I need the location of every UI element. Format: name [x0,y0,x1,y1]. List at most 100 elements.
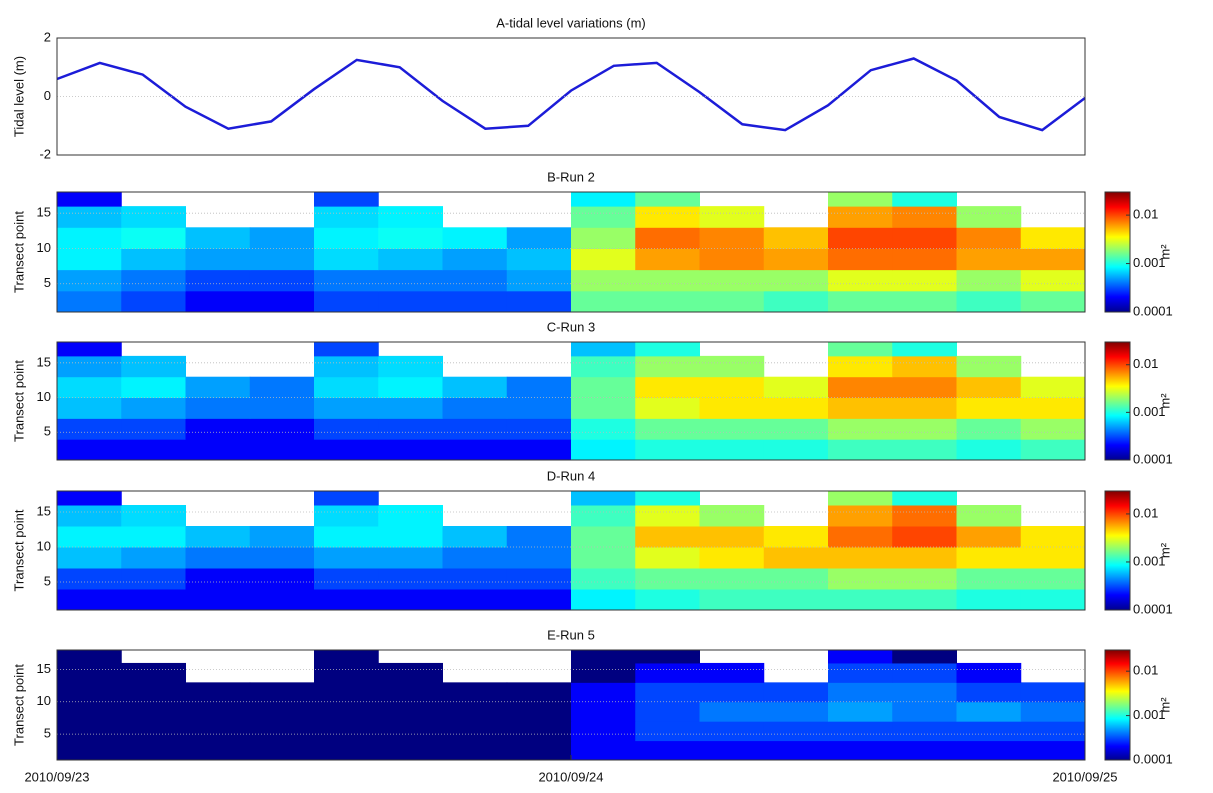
heat-cell [121,589,186,611]
heat-cell [828,721,893,742]
heat-cell [956,418,1022,440]
y-tick-label: 10 [37,389,51,404]
heat-cell [1020,701,1086,722]
heat-cell [57,662,122,683]
heat-cell [57,505,122,527]
heat-cell [699,682,765,703]
heat-cell [57,721,122,742]
heat-cell [314,192,379,207]
heat-cell [185,397,251,419]
y-tick-label: 15 [37,503,51,518]
heat-cell [956,269,1022,292]
heat-cell [121,248,186,271]
heat-cell [314,701,379,722]
heat-cell [442,526,508,548]
heat-cell [185,589,251,611]
heat-cell [185,740,251,761]
heat-cell [506,248,572,271]
heat-cell [249,547,315,569]
heat-cell [249,397,315,419]
heat-cell [828,568,893,590]
y-tick-label: 5 [44,573,51,588]
heat-cell [763,248,829,271]
heat-cell [763,418,829,440]
heat-cell [249,418,315,440]
heat-cell [956,290,1022,313]
heat-cell [121,376,186,399]
plot-frame [56,649,1086,761]
heat-cell [571,206,636,228]
heat-cell [185,248,251,271]
heat-cell [121,662,186,683]
heat-cell [956,526,1022,548]
heat-cell [57,418,122,440]
heat-cell [635,376,700,399]
heat-cell [571,491,636,506]
heat-cell [185,568,251,590]
heat-cell [249,526,315,548]
heat-cell [635,568,700,590]
y-tick-label: 5 [44,424,51,439]
heat-cell [314,682,379,703]
heat-cell [378,248,443,271]
heat-cell [635,662,700,683]
heat-cell [956,682,1022,703]
heat-cell [442,227,508,249]
plot-frame [56,37,1086,156]
heat-cell [185,701,251,722]
y-tick-label: 2 [44,29,51,44]
heat-cell [571,269,636,292]
heat-cell [121,269,186,292]
heat-cell [635,418,700,440]
heat-cell [699,376,765,399]
heat-cell [828,227,893,249]
heat-cell [892,682,957,703]
heat-cell [506,526,572,548]
heat-cell [892,568,957,590]
heat-cell [828,547,893,569]
heat-cell [121,355,186,378]
plot-frame [56,490,1086,611]
heat-cell [314,355,379,378]
heat-cell [249,439,315,461]
heat-cell [828,376,893,399]
y-tick-label: 10 [37,693,51,708]
heat-cell [828,662,893,683]
heat-cell [57,269,122,292]
heat-cell [314,662,379,683]
heat-cell [763,290,829,313]
heat-cell [442,589,508,611]
heat-cell [635,290,700,313]
heat-cell [892,662,957,683]
heat-cell [892,355,957,378]
heat-cell [571,740,636,761]
heat-cell [828,192,893,207]
heat-cell [506,701,572,722]
heat-cell [699,269,765,292]
heat-cell [1020,376,1086,399]
heat-cell [956,589,1022,611]
heat-cell [828,397,893,419]
heat-cell [57,589,122,611]
heat-cell [571,589,636,611]
heat-cell [378,206,443,228]
heat-cell [442,547,508,569]
heat-cell [1020,721,1086,742]
heat-cell [763,701,829,722]
heat-cell [699,227,765,249]
colorbar [1104,341,1131,461]
heat-cell [249,376,315,399]
heat-cell [1020,547,1086,569]
heat-cell [571,526,636,548]
heat-cell [763,227,829,249]
heat-cell [956,206,1022,228]
heat-cell [892,491,957,506]
tide-line [56,57,1086,132]
heat-cell [635,547,700,569]
y-tick-label: 15 [37,205,51,220]
heat-cell [1020,227,1086,249]
heat-cell [571,650,636,664]
panel-title: D-Run 4 [547,468,595,483]
heat-cell [571,418,636,440]
